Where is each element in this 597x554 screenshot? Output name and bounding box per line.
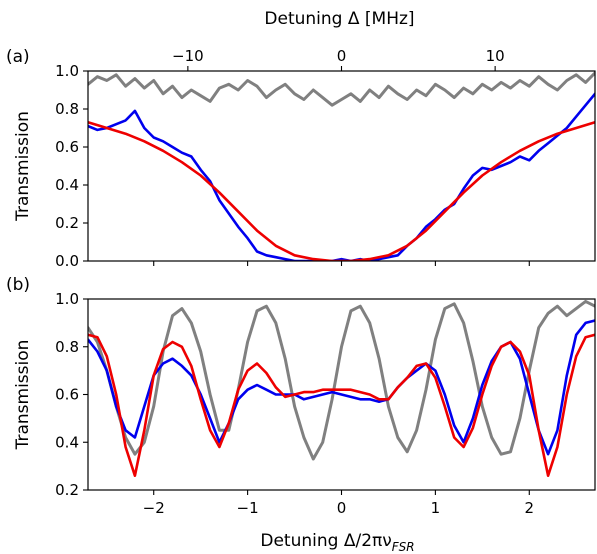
series-measured-line [88,92,595,261]
y-tick-label: 0.6 [55,386,79,404]
top-x-tick-label: −10 [172,47,204,65]
y-tick-label: 1.0 [55,62,79,80]
y-tick-label: 0.4 [55,176,79,194]
top-x-tick-label: 0 [337,47,347,65]
top-x-tick-label: 10 [486,47,505,65]
top-x-axis-label: Detuning Δ [MHz] [264,9,414,29]
y-axis-label: Transmission [13,111,33,222]
series-reference-line [88,71,595,107]
series-fit-line [88,121,595,261]
x-axis-label: Detuning Δ/2πνFSR [260,531,414,554]
series-group [88,299,595,478]
y-tick-label: 0.8 [55,100,79,118]
panel-label: (b) [6,275,30,295]
y-tick-label: 0.2 [55,214,79,232]
panel-a: 0.0 0.2 0.4 0.6 0.8 1.0 Transmission (a) −10 0 10 D… [6,9,596,270]
series-fit-line [88,333,595,478]
x-tick-label: 1 [431,499,441,517]
y-tick-label: 0.4 [55,433,79,451]
x-tick-label: −2 [143,499,165,517]
x-tick-label: 0 [337,499,347,517]
y-tick-label: 0.2 [55,481,79,499]
y-tick-label: 1.0 [55,290,79,308]
y-tick-label: 0.0 [55,252,79,270]
x-tick-label: 2 [525,499,535,517]
y-tick-label: 0.8 [55,338,79,356]
panel-b: 0.2 0.4 0.6 0.8 1.0 Transmission (b) −2 −1 0 1 2 Det… [6,275,596,554]
panel-label: (a) [6,47,30,67]
x-axis-label-subscript: FSR [392,540,415,554]
x-tick-label: −1 [237,499,259,517]
x-axis-label-text: Detuning Δ/2πν [260,531,391,551]
series-reference-line [88,299,595,461]
series-group [88,71,595,261]
y-axis-label: Transmission [13,340,33,451]
y-tick-label: 0.6 [55,138,79,156]
series-measured-line [88,319,595,456]
